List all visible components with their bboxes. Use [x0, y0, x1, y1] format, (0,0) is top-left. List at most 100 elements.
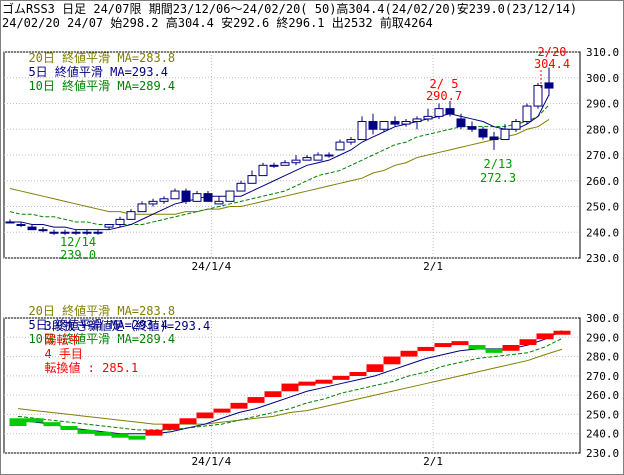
new-price-bar: [519, 339, 537, 345]
candle-body: [159, 198, 169, 202]
reversal-value: 転換値 : 285.1: [44, 361, 139, 375]
chart-annotation: 239.0: [60, 248, 96, 262]
candle-body: [280, 162, 290, 166]
step-count: 4 手目: [44, 347, 83, 361]
candle-body: [258, 164, 268, 177]
lower-legend-line-2: 3段抜き新値足（終値)=293.4 陽転中 4 手目 転換値 : 285.1: [30, 305, 210, 375]
upper-y-tick-label: 300.0: [586, 72, 619, 85]
candle-body: [71, 231, 81, 234]
lower-legend-ma20: 20日 終値平滑 MA=283.8: [28, 304, 176, 318]
candle-body: [390, 121, 400, 125]
new-price-bar: [111, 433, 129, 438]
upper-legend: 20日 終値平滑 MA=283.8 5日 終値平滑 MA=293.4 10日 終…: [14, 37, 175, 93]
candle-body: [269, 164, 279, 167]
lower-ma10-line: [17, 337, 563, 431]
new-price-bar: [179, 418, 197, 425]
upper-legend-ma5: 5日 終値平滑 MA=293.4: [28, 65, 168, 79]
candle-body: [313, 154, 323, 161]
chart-annotation: 2/20: [538, 45, 567, 59]
candle-body: [357, 121, 367, 141]
lower-y-tick-label: 300.0: [586, 312, 619, 325]
candle-body: [445, 108, 455, 115]
candle-body: [93, 231, 103, 234]
candle-body: [368, 121, 378, 130]
upper-y-tick-label: 250.0: [586, 201, 619, 214]
candle-body: [324, 154, 334, 157]
candle-body: [401, 121, 411, 125]
candle-body: [489, 136, 499, 141]
chart-annotation: 2/ 5: [430, 77, 459, 91]
lower-ma20-line: [17, 348, 563, 425]
new-price-bar: [26, 418, 44, 423]
new-price-bar: [417, 346, 435, 351]
new-price-bar: [485, 348, 503, 353]
candle-body: [456, 118, 466, 128]
new-price-label: 3段抜き新値足（終値)=293.4: [44, 319, 211, 333]
candle-body: [5, 221, 15, 224]
new-price-bar: [60, 426, 78, 430]
lower-y-tick-label: 270.0: [586, 370, 619, 383]
new-price-bar: [400, 350, 418, 357]
candle-body: [423, 115, 433, 120]
upper-x-tick-label: 2/1: [423, 260, 443, 273]
candle-body: [379, 121, 389, 130]
candle-body: [49, 231, 59, 234]
candle-body: [467, 126, 477, 130]
upper-y-tick-label: 280.0: [586, 123, 619, 136]
candle-body: [236, 182, 246, 192]
header-line-1: ゴムRSS3 日足 24/07限 期間23/12/06～24/02/20( 50…: [2, 2, 578, 16]
lower-y-tick-label: 250.0: [586, 408, 619, 421]
lower-legend: 20日 終値平滑 MA=283.8 5日 終値平滑 MA=293.4 10日 終…: [14, 290, 175, 346]
candle-body: [170, 190, 180, 200]
new-price-bar: [349, 372, 367, 376]
candle-body: [247, 175, 257, 184]
candle-body: [478, 128, 488, 138]
upper-legend-ma10: 10日 終値平滑 MA=289.4: [28, 79, 176, 93]
candle-body: [115, 218, 125, 226]
candle-body: [511, 121, 521, 130]
upper-y-tick-label: 230.0: [586, 252, 619, 265]
upper-x-tick-label: 24/1/4: [191, 260, 231, 273]
new-price-bar: [502, 345, 520, 351]
candle-body: [27, 226, 37, 231]
lower-y-tick-label: 230.0: [586, 447, 619, 460]
candle-body: [104, 224, 114, 228]
new-price-bar: [383, 356, 401, 365]
candle-body: [302, 157, 312, 161]
candle-body: [214, 200, 224, 205]
chart-annotation: 304.4: [534, 57, 570, 71]
lower-legend-ma10: 10日 終値平滑 MA=289.4: [28, 332, 176, 346]
candle-body: [346, 139, 356, 143]
new-price-bar: [281, 383, 299, 392]
candle-body: [16, 224, 26, 227]
candle-body: [335, 141, 345, 151]
new-price-bar: [247, 397, 265, 403]
new-price-bar: [468, 345, 486, 349]
chart-annotation: 272.3: [480, 171, 516, 185]
lower-x-tick-label: 2/1: [423, 455, 443, 468]
new-price-bar: [451, 341, 469, 346]
upper-legend-ma20: 20日 終値平滑 MA=283.8: [28, 51, 176, 65]
new-price-bar: [553, 330, 571, 335]
chart-annotation: 2/13: [484, 157, 513, 171]
upper-ma10-line: [9, 104, 550, 226]
candle-body: [82, 231, 92, 234]
upper-y-tick-label: 290.0: [586, 98, 619, 111]
new-price-bar: [9, 418, 27, 426]
candle-body: [291, 159, 301, 164]
candle-body: [533, 84, 543, 107]
lower-y-tick-label: 280.0: [586, 351, 619, 364]
lower-y-tick-label: 260.0: [586, 389, 619, 402]
new-price-bar: [213, 408, 231, 413]
upper-y-tick-label: 310.0: [586, 46, 619, 59]
trend-status: 陽転中: [44, 333, 81, 347]
upper-y-tick-label: 270.0: [586, 149, 619, 162]
new-price-bar: [94, 431, 112, 436]
candle-body: [412, 118, 422, 123]
candle-body: [137, 203, 147, 213]
lower-y-tick-label: 240.0: [586, 428, 619, 441]
chart-annotation: 12/14: [60, 235, 96, 249]
candle-body: [434, 108, 444, 117]
header-line-2: 24/02/20 24/07 始298.2 高304.4 安292.6 終296…: [2, 16, 433, 30]
